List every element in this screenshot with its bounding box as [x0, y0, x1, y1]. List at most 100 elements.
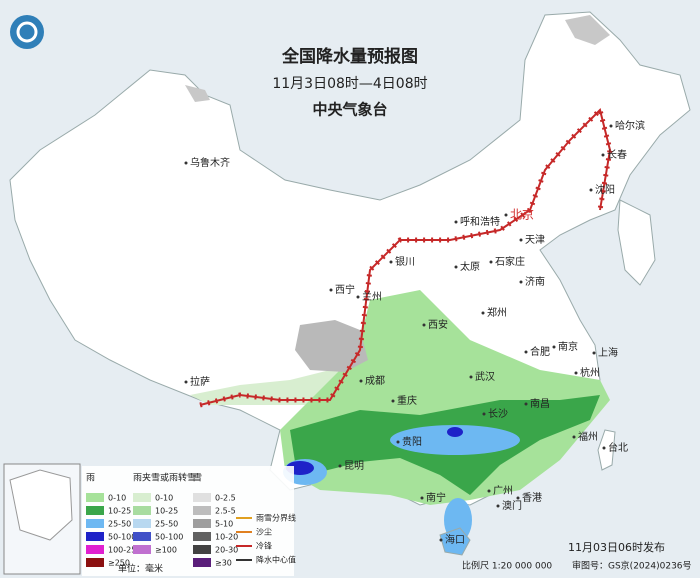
legend-group-title: 雨夹雪或雨转雪 [133, 472, 196, 484]
legend-item: 25-50 [108, 520, 131, 529]
city-dot [439, 538, 443, 542]
city-label: 沈阳 [595, 183, 615, 196]
city-dot [482, 412, 486, 416]
legend-item: ≥100 [155, 546, 177, 555]
city-dot [524, 350, 528, 354]
legend-swatch [86, 506, 104, 515]
legend-unit: 单位：毫米 [118, 563, 163, 575]
legend-item: 5-10 [215, 520, 233, 529]
legend-swatch [86, 545, 104, 554]
city-dot [589, 188, 593, 192]
city-label: 福州 [578, 430, 598, 443]
legend-swatch [193, 506, 211, 515]
legend-item: 20-30 [215, 546, 238, 555]
city-dot [469, 375, 473, 379]
city-dot [481, 311, 485, 315]
snow-area-north [185, 85, 210, 102]
legend-item: 10-25 [155, 507, 178, 516]
city-dot [391, 399, 395, 403]
city-label: 香港 [522, 492, 542, 504]
city-dot [602, 446, 606, 450]
legend-swatch [133, 506, 151, 515]
city-dot [552, 345, 556, 349]
city-label: 成都 [365, 375, 385, 387]
city-label: 南昌 [530, 397, 550, 410]
city-label: 合肥 [530, 345, 550, 358]
city-dot [356, 295, 360, 299]
legend-item: 25-50 [155, 520, 178, 529]
legend-swatch [193, 545, 211, 554]
city-dot [454, 265, 458, 269]
city-label: 兰州 [362, 290, 382, 303]
city-label: 昆明 [344, 460, 364, 472]
city-dot [519, 280, 523, 284]
city-dot [496, 504, 500, 508]
hainan [439, 527, 471, 556]
legend-item: 0-10 [155, 494, 173, 503]
legend-item: 100-250 [108, 546, 141, 555]
city-dot [184, 161, 188, 165]
city-dot [487, 489, 491, 493]
legend-swatch [86, 558, 104, 567]
city-dot [601, 153, 605, 157]
taiwan [597, 429, 616, 471]
legend-swatch [86, 519, 104, 528]
snow-area-qinghai [295, 320, 368, 372]
city-label: 太原 [460, 260, 480, 273]
city-dot [609, 124, 613, 128]
legend-item: 0-10 [108, 494, 126, 503]
legend-swatch [86, 493, 104, 502]
city-label: 台北 [608, 441, 628, 454]
city-dot [574, 371, 578, 375]
cold-front-teeth [199, 105, 613, 408]
subtitle: 11月3日08时—4日08时 [272, 76, 427, 92]
city-label: 乌鲁木齐 [190, 156, 230, 169]
legend-group-title: 雪 [193, 473, 202, 484]
city-label: 南宁 [426, 491, 446, 504]
legend-swatch [133, 532, 151, 541]
city-label: 郑州 [487, 306, 507, 319]
city-dot [454, 220, 458, 224]
city-dot [524, 402, 528, 406]
city-dot [184, 380, 188, 384]
scale: 比例尺 1:20 000 000 [462, 560, 552, 572]
city-label: 哈尔滨 [615, 119, 645, 132]
city-dot [389, 260, 393, 264]
city-dot [359, 379, 363, 383]
city-label: 西安 [428, 318, 448, 331]
rain-50-100 [447, 427, 463, 437]
legend-symbol-label: 雨雪分界线 [256, 513, 296, 523]
legend-symbol-label: 沙尘 [256, 527, 272, 537]
city-dot [420, 496, 424, 500]
city-dot [422, 323, 426, 327]
city-label: 天津 [525, 234, 545, 246]
rain-25-50 [390, 425, 520, 455]
issued-time: 11月03日06时发布 [568, 540, 665, 554]
city-dot [516, 496, 520, 500]
approval: 审图号：GS京(2024)0236号 [572, 560, 692, 572]
city-label: 呼和浩特 [460, 216, 500, 228]
city-dot [572, 435, 576, 439]
city-label: 济南 [525, 275, 545, 288]
legend-item: 2.5-5 [215, 507, 236, 516]
city-label: 南京 [558, 340, 578, 353]
city-dot [489, 260, 493, 264]
logo [10, 15, 44, 49]
city-label: 长沙 [488, 408, 508, 420]
legend-swatch [193, 532, 211, 541]
legend-item: ≥250 [108, 559, 130, 568]
city-label: 西宁 [335, 283, 355, 296]
city-label: 北京 [510, 208, 534, 222]
title: 全国降水量预报图 [281, 46, 418, 67]
legend-swatch [133, 519, 151, 528]
city-label: 贵阳 [402, 435, 422, 448]
issuer: 中央气象台 [312, 101, 387, 119]
snow-area-northeast [565, 15, 610, 45]
legend-item: 10-20 [215, 533, 238, 542]
legend-swatch [86, 532, 104, 541]
city-dot [338, 464, 342, 468]
city-dot [396, 440, 400, 444]
legend-item: 50-100 [108, 533, 136, 542]
city-label: 上海 [598, 346, 618, 359]
